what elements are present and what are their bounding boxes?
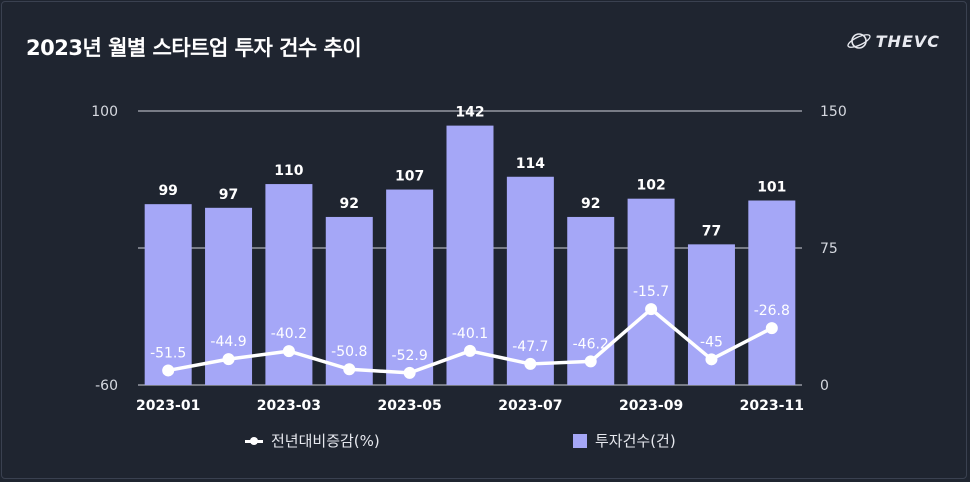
brand-logo[interactable]: THEVC [846,30,940,52]
yoy-point [645,303,658,316]
yoy-point [524,357,537,370]
yoy-point [584,355,597,368]
bar [325,216,373,385]
x-tick-label: 2023-11 [740,398,804,414]
yoy-point [162,364,175,377]
y-right-tick-label: 150 [820,104,847,120]
yoy-point [282,345,295,358]
bar [506,176,554,385]
y-right-tick-label: 0 [820,378,829,394]
yoy-point [765,322,778,335]
yoy-value-label: -50.8 [331,344,367,360]
yoy-point [222,353,235,366]
legend-item-yoy[interactable]: 전년대비증감(%) [245,430,380,451]
legend-item-count[interactable]: 투자건수(건) [573,430,676,451]
legend-label-yoy: 전년대비증감(%) [271,432,380,450]
bar-value-label: 110 [274,163,303,179]
bar-value-label: 107 [395,169,424,185]
bar-swatch-icon [573,433,587,448]
bar-value-label: 142 [455,105,484,121]
yoy-value-label: -52.9 [392,348,428,364]
bar-value-label: 92 [340,196,359,212]
bar-value-label: 114 [516,156,545,172]
chart-title: 2023년 월별 스타트업 투자 건수 추이 [26,36,362,60]
yoy-value-label: -40.2 [271,326,307,342]
x-tick-label: 2023-03 [257,398,321,414]
x-tick-label: 2023-05 [378,398,442,414]
legend-label-count: 투자건수(건) [595,432,676,450]
bar-value-label: 101 [757,180,786,196]
yoy-value-label: -40.1 [452,326,488,342]
yoy-point [464,344,476,357]
x-tick-label: 2023-09 [619,398,683,414]
bar [386,189,434,385]
yoy-value-label: -51.5 [150,345,186,361]
bar [144,204,192,385]
bar [748,200,796,385]
chart-legend: 전년대비증감(%) 투자건수(건) [0,430,970,454]
yoy-value-label: -15.7 [633,284,669,300]
bar [627,198,675,385]
x-tick-label: 2023-01 [136,398,200,414]
yoy-value-label: -47.7 [512,339,548,355]
y-left-tick-label: 100 [91,104,118,120]
bar-value-label: 77 [702,223,721,239]
yoy-point [403,366,416,379]
globe-ring-icon [846,33,871,49]
bar-value-label: 97 [219,187,238,203]
yoy-point [343,363,356,376]
bar [446,125,494,385]
y-right-tick-label: 75 [820,241,838,257]
y-left-tick-label: -60 [95,378,118,394]
line-marker-icon [245,434,263,448]
bar-value-label: 92 [581,196,600,212]
yoy-point [705,353,718,366]
bar-value-label: 99 [158,183,177,199]
bar-value-label: 102 [636,178,665,194]
brand-name: THEVC [875,31,940,51]
x-tick-label: 2023-07 [498,398,562,414]
yoy-value-label: -44.9 [210,334,246,350]
yoy-value-label: -26.8 [754,303,790,319]
yoy-value-label: -46.2 [573,336,609,352]
yoy-value-label: -45 [700,334,723,350]
